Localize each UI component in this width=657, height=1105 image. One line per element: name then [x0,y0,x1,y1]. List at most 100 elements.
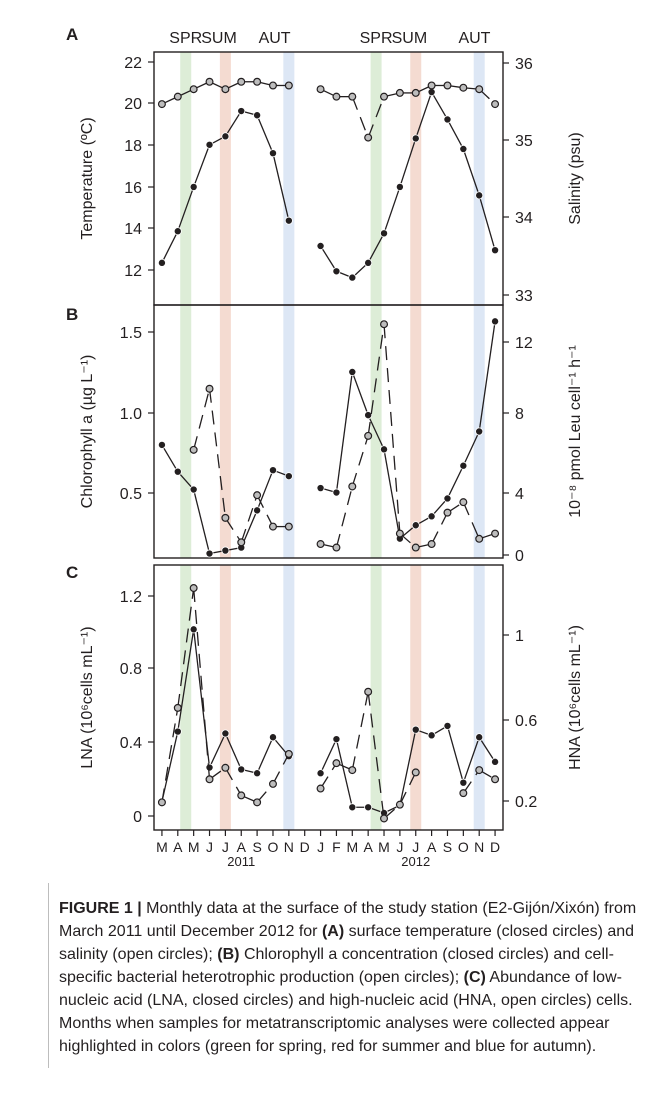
month-label: J [412,839,419,855]
closed-series-segment [462,737,480,783]
panel-letter: A [66,25,78,44]
closed-series-segment [161,230,179,264]
open-circle-point [332,92,341,101]
open-circle-point [443,508,452,517]
closed-circle-point [157,440,166,449]
y-tick-label-left: 16 [124,180,142,197]
season-band [410,565,422,830]
open-circle-point [189,584,198,593]
open-series-segment [193,388,211,450]
closed-circle-point [189,485,198,494]
y-axis-label-right: 10⁻⁸ pmol Leu cell⁻¹ h⁻¹ [567,345,584,518]
panel-letter: B [66,305,78,324]
y-tick-label-right: 0 [515,548,524,565]
closed-circle-point [221,132,230,141]
open-circle-point [475,85,484,94]
season-label: SPR [169,30,202,47]
open-series-segment [367,96,385,138]
season-label: SUM [392,30,428,47]
y-tick-label-left: 1.0 [120,406,142,423]
closed-series-segment [462,148,480,196]
y-tick-label-left: 18 [124,138,142,155]
open-circle-point [316,85,325,94]
y-tick-label-left: 0 [133,809,142,826]
closed-circle-point [364,411,373,420]
closed-series-segment [478,195,496,251]
closed-circle-point [253,506,262,515]
season-band [180,565,192,830]
y-tick-label-left: 0.8 [120,661,142,678]
open-circle-point [491,775,500,784]
panel-letter: C [66,563,78,582]
open-circle-point [268,522,277,531]
closed-circle-point [157,258,166,267]
season-band [219,565,231,830]
open-circle-point [395,88,404,97]
closed-series-segment [335,371,353,493]
closed-circle-point [459,778,468,787]
closed-series-segment [478,736,496,763]
closed-circle-point [284,472,293,481]
closed-series-segment [335,738,353,808]
month-label: S [252,839,261,855]
closed-series-segment [319,738,338,774]
season-band [410,52,422,305]
panel-frame [153,304,504,559]
closed-series-segment [446,725,464,783]
open-series-segment [399,772,417,805]
month-label: M [346,839,358,855]
y-tick-label-left: 20 [124,96,142,113]
closed-circle-point [205,140,214,149]
open-circle-point [221,513,230,522]
closed-circle-point [189,182,198,191]
closed-circle-point [268,466,277,475]
closed-circle-point [459,144,468,153]
caption-figure-label: FIGURE 1 | [59,900,142,917]
closed-circle-point [237,765,246,774]
closed-series-segment [367,414,385,450]
open-series-segment [462,769,480,794]
closed-series-segment [256,114,274,154]
month-label: N [284,839,294,855]
closed-circle-point [348,273,357,282]
closed-series-segment [383,449,401,539]
open-series-segment [256,494,274,527]
y-tick-label-left: 1.5 [120,325,142,342]
month-label: O [458,839,469,855]
open-circle-point [475,766,484,775]
closed-series-segment [446,119,464,150]
closed-circle-point [173,727,182,736]
open-circle-point [348,766,357,775]
closed-circle-point [380,445,389,454]
open-circle-point [253,77,262,86]
open-circle-point [411,88,420,97]
closed-circle-point [332,488,341,497]
y-tick-label-left: 0.4 [120,735,142,752]
open-circle-point [253,798,262,807]
y-tick-label-right: 35 [515,133,533,150]
open-circle-point [348,482,357,491]
open-series-segment [335,486,353,548]
closed-series-segment [177,186,195,232]
closed-circle-point [316,241,325,250]
season-label: AUT [458,30,490,47]
closed-series-segment [256,736,274,774]
closed-series-segment [272,153,290,221]
closed-circle-point [268,733,277,742]
open-circle-point [411,768,420,777]
open-circle-point [364,431,373,440]
season-band [283,305,295,558]
y-tick-label-right: 0.2 [515,794,537,811]
y-tick-label-right: 1 [515,628,524,645]
figure-1-chart: SPR SUM AUT SPR SUM AUTA12141618202233343536T… [66,25,584,869]
open-series-segment [224,517,242,543]
open-circle-point [427,540,436,549]
closed-series-segment [193,489,211,554]
month-label: J [317,839,324,855]
open-circle-point [411,543,420,552]
month-label: F [332,839,341,855]
month-label: M [378,839,390,855]
closed-circle-point [237,107,246,116]
open-circle-point [284,522,293,531]
caption-text-2: surface temperature (closed circles) and… [59,923,635,963]
